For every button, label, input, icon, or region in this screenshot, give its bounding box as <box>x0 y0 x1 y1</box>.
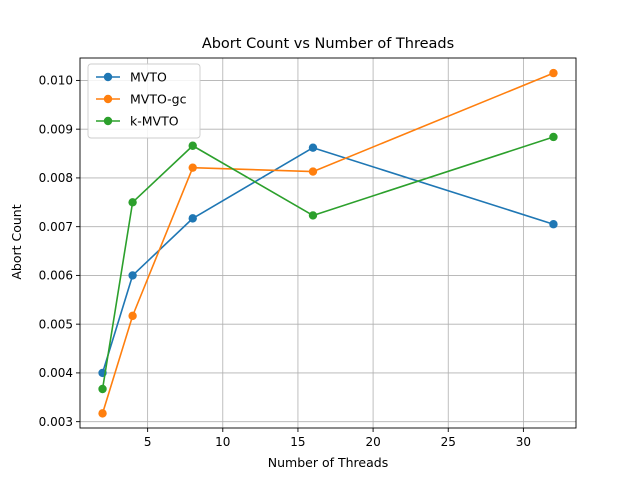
legend-marker <box>103 72 113 82</box>
data-point <box>128 271 137 280</box>
series-line <box>101 136 554 390</box>
legend-box <box>87 63 201 139</box>
x-axis-title: Number of Threads <box>268 455 388 470</box>
series-mvto-gc <box>98 68 558 418</box>
x-tick-label: 25 <box>441 435 456 449</box>
series-mvto <box>98 143 558 378</box>
data-point <box>308 167 318 176</box>
legend-item: MVTO <box>96 70 167 85</box>
plot-series <box>98 68 558 418</box>
y-axis-title: Abort Count <box>9 204 24 279</box>
legend-label: MVTO <box>130 70 167 85</box>
legend-label: k-MVTO <box>130 114 179 129</box>
y-tick-label: 0.005 <box>39 317 73 331</box>
data-point <box>549 220 558 229</box>
y-tick-label: 0.010 <box>39 74 73 88</box>
data-point <box>308 211 318 220</box>
y-tick-label: 0.003 <box>39 415 73 429</box>
y-tick-label: 0.009 <box>39 122 73 136</box>
chart-title: Abort Count vs Number of Threads <box>202 36 454 52</box>
data-point <box>128 198 137 207</box>
legend: MVTO MVTO-gc k-MVTO <box>87 63 201 139</box>
x-tick-label: 15 <box>290 435 305 449</box>
data-point <box>128 311 137 321</box>
x-tick-label: 20 <box>365 435 380 449</box>
y-tick-label: 0.004 <box>39 366 73 380</box>
x-tick-label: 30 <box>516 435 531 449</box>
legend-item: MVTO-gc <box>96 92 187 107</box>
x-tick-label: 5 <box>144 435 152 449</box>
y-tick-label: 0.008 <box>39 171 73 185</box>
data-point <box>308 143 318 152</box>
x-tick-label: 10 <box>215 435 230 449</box>
data-point <box>188 214 197 223</box>
axes: 5 10 15 20 25 30 0.003 0.004 0.005 0.006 0.007 0.00… <box>39 57 577 449</box>
data-point <box>98 384 107 394</box>
data-point <box>549 132 558 142</box>
legend-item: k-MVTO <box>96 114 179 129</box>
plot-frame <box>79 57 577 429</box>
data-point <box>188 141 197 150</box>
series-line <box>101 146 554 374</box>
data-point <box>549 68 558 78</box>
legend-marker <box>103 94 113 104</box>
y-tick-label: 0.007 <box>39 220 73 234</box>
y-tick-label: 0.006 <box>39 269 73 283</box>
legend-marker <box>103 116 113 126</box>
data-point <box>188 163 197 172</box>
grid <box>80 58 576 428</box>
series-k-mvto <box>98 132 558 394</box>
data-point <box>98 409 107 418</box>
legend-label: MVTO-gc <box>130 92 187 107</box>
